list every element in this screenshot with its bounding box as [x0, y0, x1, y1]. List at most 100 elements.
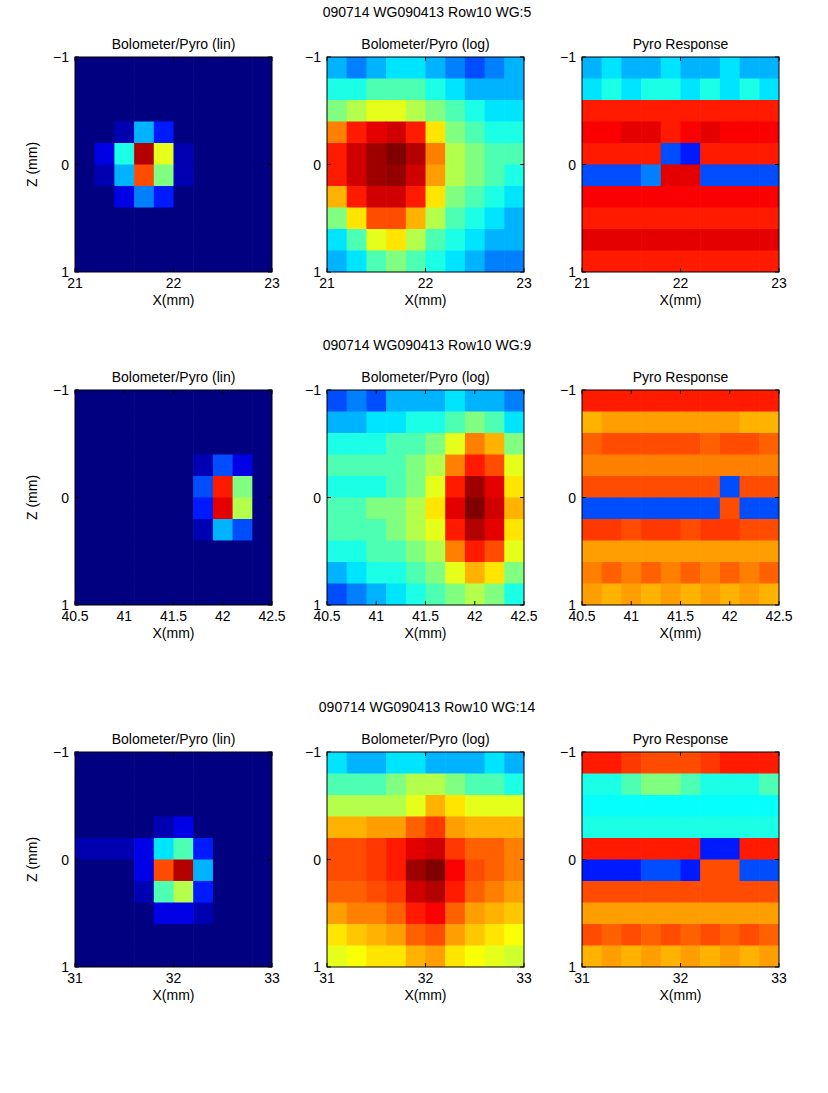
heat-cell — [602, 774, 622, 796]
heat-cell — [445, 946, 465, 968]
heat-cell — [366, 584, 386, 606]
heat-cell — [582, 122, 602, 144]
heat-cell — [700, 229, 720, 251]
heat-cell — [213, 924, 233, 946]
heat-cell — [406, 412, 426, 434]
heat-cell — [327, 476, 347, 498]
heat-cell — [485, 100, 505, 122]
heat-cell — [213, 165, 233, 187]
heat-cell — [426, 208, 446, 230]
heat-cell — [661, 251, 681, 273]
heat-cell — [134, 251, 154, 273]
heat-cell — [426, 562, 446, 584]
heat-cell — [233, 390, 253, 412]
heat-cell — [641, 186, 661, 208]
heat-cell — [366, 412, 386, 434]
heat-cell — [740, 498, 760, 520]
heat-cell — [426, 251, 446, 273]
heat-cell — [661, 584, 681, 606]
heat-cell — [485, 390, 505, 412]
heat-cell — [465, 541, 485, 563]
heat-cell — [114, 208, 134, 230]
heat-cell — [485, 924, 505, 946]
heat-cell — [426, 541, 446, 563]
heat-cell — [602, 860, 622, 882]
heat-cell — [582, 100, 602, 122]
heat-cell — [213, 774, 233, 796]
y-tick — [520, 752, 524, 753]
heat-cell — [759, 79, 779, 101]
heat-cell — [134, 412, 154, 434]
heat-cell — [134, 584, 154, 606]
heat-cell — [465, 860, 485, 882]
heat-cell — [445, 79, 465, 101]
heat-cell — [465, 143, 485, 165]
heat-cell — [114, 774, 134, 796]
heat-cell — [252, 208, 272, 230]
heat-cell — [75, 186, 95, 208]
heat-cell — [465, 79, 485, 101]
heat-cell — [406, 817, 426, 839]
heat-cell — [621, 455, 641, 477]
heat-cell — [582, 390, 602, 412]
heat-cell — [406, 838, 426, 860]
heat-cell — [740, 903, 760, 925]
heat-cell — [95, 122, 115, 144]
heat-cell — [213, 229, 233, 251]
heat-cell — [621, 498, 641, 520]
heat-cell — [134, 165, 154, 187]
panel-title: Pyro Response — [633, 731, 729, 747]
x-axis-title: X(mm) — [660, 987, 702, 1003]
heat-cell — [740, 229, 760, 251]
x-tick-label: 21 — [67, 275, 83, 291]
heat-cell — [233, 946, 253, 968]
heat-cell — [252, 817, 272, 839]
heat-cell — [720, 903, 740, 925]
heat-cell — [681, 752, 701, 774]
heat-cell — [700, 251, 720, 273]
heat-cell — [386, 584, 406, 606]
heat-cell — [233, 774, 253, 796]
heat-cell — [700, 774, 720, 796]
heat-cell — [759, 774, 779, 796]
x-tick-label: 31 — [319, 970, 335, 986]
y-tick-label: 1 — [568, 264, 576, 280]
heat-cell — [213, 946, 233, 968]
heat-cell — [661, 412, 681, 434]
heat-cell — [406, 562, 426, 584]
heat-cell — [485, 860, 505, 882]
heat-cell — [740, 412, 760, 434]
heat-cell — [641, 143, 661, 165]
y-tick — [75, 390, 79, 391]
heat-cell — [95, 498, 115, 520]
heat-cell — [233, 924, 253, 946]
heat-cell — [366, 251, 386, 273]
x-tick — [425, 57, 426, 61]
heat-cell — [406, 143, 426, 165]
heat-cell — [485, 817, 505, 839]
y-tick — [775, 272, 779, 273]
heat-cell — [75, 774, 95, 796]
heat-cell — [720, 57, 740, 79]
y-tick — [582, 390, 586, 391]
heat-cell — [134, 433, 154, 455]
heat-cell — [95, 860, 115, 882]
heat-cell — [426, 817, 446, 839]
heat-cell — [154, 541, 174, 563]
heat-cell — [485, 455, 505, 477]
heat-cell — [602, 584, 622, 606]
heat-cell — [252, 838, 272, 860]
heat-cell — [252, 186, 272, 208]
heat-cell — [114, 541, 134, 563]
x-tick-label: 22 — [166, 275, 182, 291]
heat-cell — [700, 433, 720, 455]
heat-cell — [114, 455, 134, 477]
heat-cell — [641, 519, 661, 541]
heat-cell — [661, 143, 681, 165]
heat-cell — [154, 817, 174, 839]
heat-cell — [174, 881, 194, 903]
heat-cell — [75, 817, 95, 839]
heat-cell — [681, 584, 701, 606]
y-tick — [775, 605, 779, 606]
heat-cell — [445, 838, 465, 860]
